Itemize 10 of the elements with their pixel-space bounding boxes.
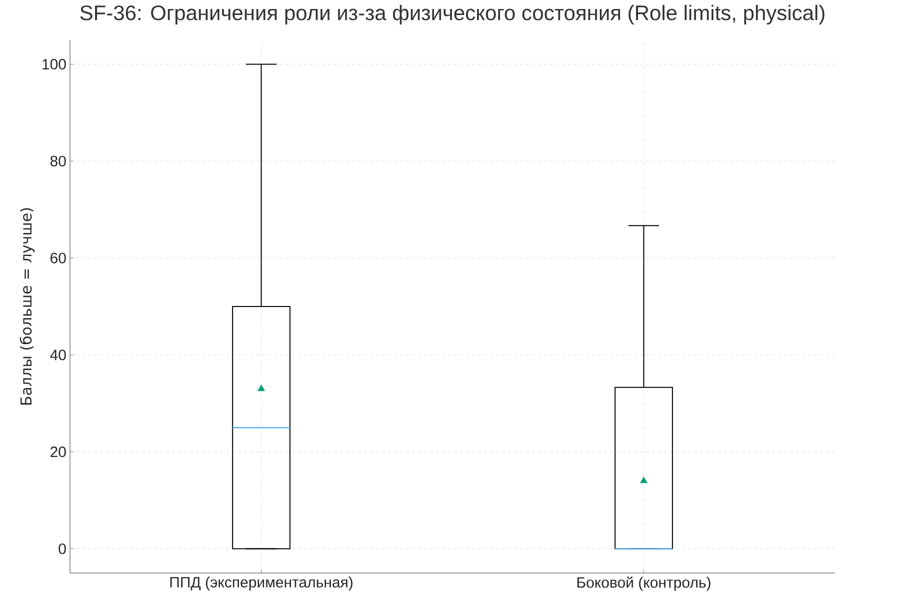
y-tick-label: 60	[50, 252, 66, 264]
x-tick-label: Боковой (контроль)	[577, 576, 710, 591]
x-tick-label: ППД (экспериментальная)	[170, 576, 352, 590]
y-tick-label: 80	[50, 156, 66, 166]
y-tick-label: 100	[42, 58, 66, 70]
y-axis-title: Баллы (больше = лучше)	[20, 208, 35, 405]
chart-title: SF-36: Ограничения роли из-за физического состояния (Role limits, physical)	[80, 4, 824, 24]
y-tick-label: 0	[58, 543, 66, 554]
y-tick-label: 20	[50, 446, 66, 458]
y-tick-label: 40	[50, 350, 66, 360]
